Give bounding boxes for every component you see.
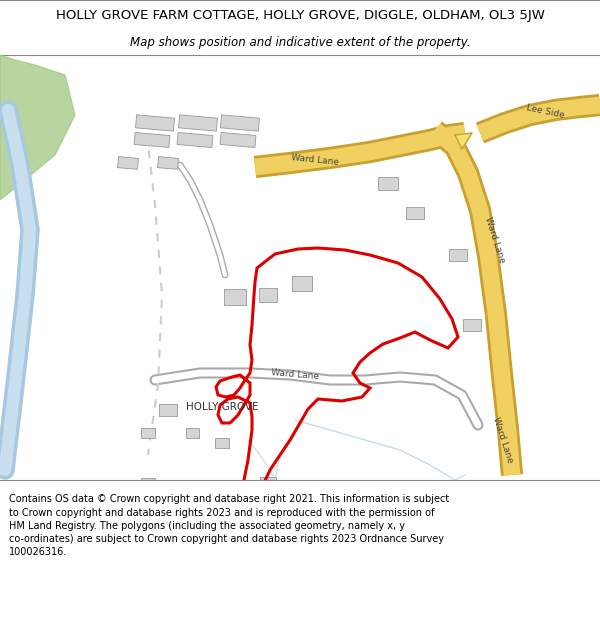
Text: Ward Lane: Ward Lane: [291, 153, 339, 167]
Bar: [378, 176, 398, 189]
Bar: [406, 207, 424, 219]
Bar: [158, 157, 178, 169]
Text: Lee Side: Lee Side: [525, 104, 565, 121]
Bar: [463, 319, 481, 331]
Bar: [259, 288, 277, 302]
Bar: [292, 276, 312, 291]
Bar: [118, 157, 139, 169]
Bar: [136, 115, 175, 131]
Bar: [220, 132, 256, 148]
Bar: [340, 500, 356, 510]
Bar: [449, 249, 467, 261]
Bar: [215, 438, 229, 448]
Polygon shape: [0, 55, 75, 200]
Bar: [179, 115, 217, 131]
Bar: [260, 477, 276, 489]
Bar: [141, 478, 155, 488]
Bar: [307, 489, 323, 501]
Text: Map shows position and indicative extent of the property.: Map shows position and indicative extent…: [130, 36, 470, 49]
Text: Ward Lane: Ward Lane: [491, 416, 515, 464]
Bar: [384, 498, 400, 508]
Bar: [141, 428, 155, 438]
Text: Contains OS data © Crown copyright and database right 2021. This information is : Contains OS data © Crown copyright and d…: [9, 494, 449, 558]
Bar: [159, 404, 177, 416]
Text: Ward Lane: Ward Lane: [484, 216, 506, 264]
Bar: [134, 132, 170, 148]
Text: Ward Lane: Ward Lane: [271, 368, 319, 382]
Bar: [221, 115, 259, 131]
Text: HOLLY GROVE: HOLLY GROVE: [185, 402, 259, 412]
Polygon shape: [455, 133, 472, 149]
Bar: [427, 495, 443, 505]
Bar: [177, 132, 213, 148]
Bar: [224, 289, 246, 305]
Text: HOLLY GROVE FARM COTTAGE, HOLLY GROVE, DIGGLE, OLDHAM, OL3 5JW: HOLLY GROVE FARM COTTAGE, HOLLY GROVE, D…: [56, 9, 544, 22]
Bar: [185, 428, 199, 438]
